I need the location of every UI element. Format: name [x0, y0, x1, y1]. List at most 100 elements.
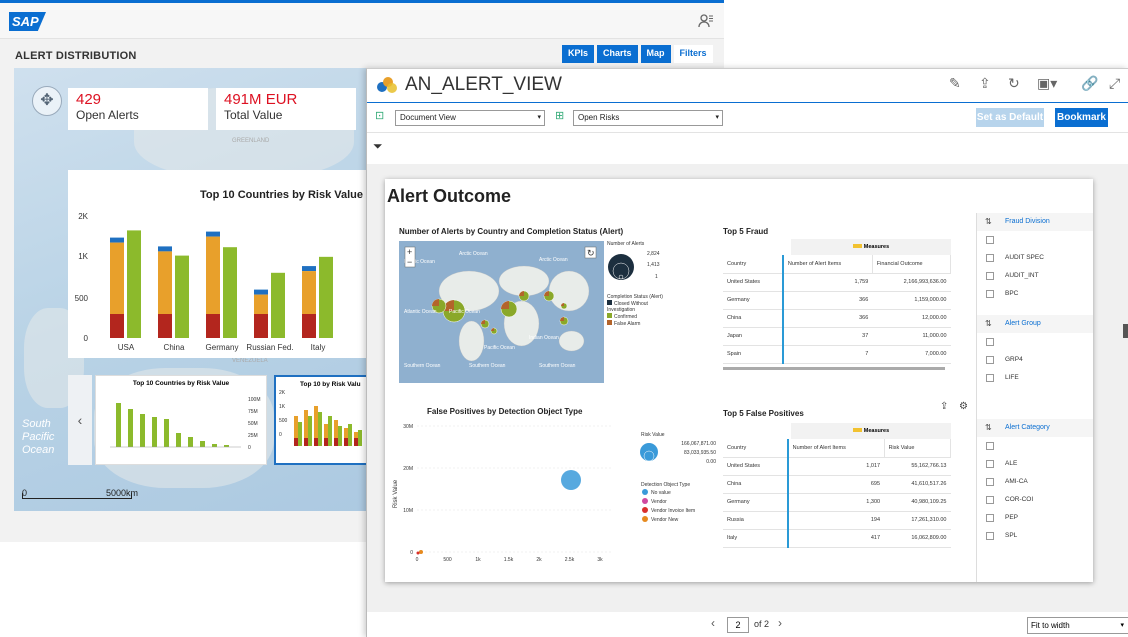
tab-charts[interactable]: Charts	[597, 45, 638, 63]
bar	[324, 438, 328, 446]
tab-filters[interactable]: Filters	[673, 45, 713, 63]
checkbox[interactable]	[986, 532, 994, 540]
sap-logo[interactable]: SAP	[9, 12, 46, 31]
filter-add-icon[interactable]: ⏷	[373, 139, 383, 153]
table-row[interactable]: China 366 12,000.00	[723, 309, 951, 328]
checkbox[interactable]	[986, 272, 994, 280]
filter-item[interactable]: ALE	[977, 455, 1093, 473]
ocean-label: Southern Ocean	[539, 363, 576, 369]
set-default-button[interactable]: Set as Default	[976, 108, 1044, 127]
table-row[interactable]: China 695 41,610,517.26	[723, 475, 951, 494]
filter-item[interactable]	[977, 333, 1093, 351]
filter-item[interactable]	[977, 437, 1093, 455]
kpi-total-value[interactable]: 491M EUR Total Value	[216, 88, 356, 130]
checkbox[interactable]	[986, 374, 994, 382]
table-row[interactable]: Russia 194 17,261,310.00	[723, 511, 951, 530]
sort-icon[interactable]: ⇅	[985, 319, 992, 328]
fullscreen-icon[interactable]: ⤢	[1109, 75, 1121, 91]
table-cell: 7	[782, 345, 873, 364]
fraud-table[interactable]: Measures Country Number of Alert Items Fin…	[723, 239, 952, 375]
mini-chart[interactable]: Top 10 Countries by Risk Value 100M 75M 50…	[95, 375, 267, 465]
checkbox[interactable]	[986, 254, 994, 262]
column-header[interactable]: Number of Alert Items	[787, 439, 885, 458]
column-header[interactable]: Country	[723, 255, 784, 274]
filter-item[interactable]: AUDIT_INT	[977, 267, 1093, 285]
link-icon[interactable]: 🔗	[1081, 75, 1099, 91]
table-row[interactable]: Spain 7 7,000.00	[723, 345, 951, 364]
filter-item[interactable]: AUDIT SPEC	[977, 249, 1093, 267]
prev-page-icon[interactable]: ‹	[711, 616, 715, 630]
checkbox[interactable]	[986, 478, 994, 486]
filter-item[interactable]: GRP4	[977, 351, 1093, 369]
page-number-input[interactable]: 2	[727, 617, 749, 633]
checkbox[interactable]	[986, 442, 994, 450]
next-page-icon[interactable]: ›	[778, 616, 782, 630]
bar-segment	[302, 314, 316, 338]
table-scrollbar[interactable]	[723, 366, 945, 370]
table-row[interactable]: United States 1,017 55,162,766.13	[723, 457, 951, 476]
ocean-label: Atlantic Ocean	[404, 309, 437, 315]
checkbox[interactable]	[986, 290, 994, 298]
table-row[interactable]: United States 1,759 2,166,993,636.00	[723, 273, 951, 292]
save-icon[interactable]: ▣▾	[1037, 75, 1058, 91]
filter-group-header[interactable]: ⇅ Fraud Division	[977, 213, 1093, 231]
filter-item[interactable]	[977, 231, 1093, 249]
filter-item[interactable]: AMI-CA	[977, 473, 1093, 491]
column-header[interactable]: Country	[723, 439, 789, 458]
column-header[interactable]: Number of Alert Items	[782, 255, 873, 274]
filter-item[interactable]: SPL	[977, 527, 1093, 545]
side-panel-toggle[interactable]	[1123, 324, 1128, 338]
user-icon[interactable]	[698, 13, 714, 29]
prev-chart-button[interactable]: ‹	[68, 375, 92, 465]
risk-select-value: Open Risks	[578, 113, 620, 122]
column-header[interactable]: Risk Value	[884, 439, 952, 458]
view-select[interactable]: Document View ▾	[395, 110, 545, 126]
map-section-title: Number of Alerts by Country and Completi…	[399, 227, 624, 236]
alerts-world-map[interactable]: Arctic Ocean Arctic Ocean Pacific Ocean Atl…	[399, 241, 604, 383]
top-countries-chart[interactable]: Top 10 Countries by Risk Value 2K 1K 500 0 US…	[68, 170, 368, 358]
table-row[interactable]: Germany 1,300 40,980,109.25	[723, 493, 951, 512]
sort-icon[interactable]: ⇅	[985, 217, 992, 226]
filter-item-label: AUDIT SPEC	[1005, 254, 1044, 261]
filter-group-label: Alert Group	[1005, 320, 1041, 327]
bar-segment	[158, 246, 172, 252]
settings-icon[interactable]: ⚙	[959, 401, 968, 412]
sort-icon[interactable]: ⇅	[985, 423, 992, 432]
checkbox[interactable]	[986, 338, 994, 346]
kpi-open-alerts[interactable]: 429 Open Alerts	[68, 88, 208, 130]
bar	[348, 424, 352, 446]
bar	[344, 428, 348, 446]
fp-table[interactable]: Measures Country Number of Alert Items Ris…	[723, 423, 952, 553]
bookmark-button[interactable]: Bookmark	[1055, 108, 1108, 127]
mini-chart-selected[interactable]: Top 10 by Risk Valu 2K 1K 500 0	[274, 375, 368, 465]
checkbox[interactable]	[986, 460, 994, 468]
checkbox[interactable]	[986, 514, 994, 522]
checkbox[interactable]	[986, 356, 994, 364]
filter-group-header[interactable]: ⇅ Alert Category	[977, 419, 1093, 437]
map-pan-control[interactable]: ✥	[32, 86, 62, 116]
filter-item[interactable]: BPC	[977, 285, 1093, 303]
filter-item[interactable]: COR-COI	[977, 491, 1093, 509]
table-row[interactable]: Japan 37 11,000.00	[723, 327, 951, 346]
table-cell: 1,759	[782, 273, 873, 292]
column-header[interactable]: Financial Outcome	[872, 255, 952, 274]
bar	[344, 438, 348, 446]
refresh-icon[interactable]: ↻	[1008, 75, 1020, 91]
table-row[interactable]: Germany 366 1,159,000.00	[723, 291, 951, 310]
filter-group-header[interactable]: ⇅ Alert Group	[977, 315, 1093, 333]
tab-kpis[interactable]: KPIs	[562, 45, 595, 63]
edit-icon[interactable]: ✎	[949, 75, 961, 91]
zoom-select[interactable]: Fit to width ▾	[1027, 617, 1128, 634]
checkbox[interactable]	[986, 496, 994, 504]
checkbox[interactable]	[986, 236, 994, 244]
scale-bar	[22, 493, 132, 499]
filter-item[interactable]: PEP	[977, 509, 1093, 527]
tab-map[interactable]: Map	[640, 45, 671, 63]
table-row[interactable]: Italy 417 16,062,809.00	[723, 529, 951, 548]
share-icon[interactable]: ⇪	[979, 75, 991, 91]
risk-select[interactable]: Open Risks ▾	[573, 110, 723, 126]
export-icon[interactable]: ⇪	[940, 401, 949, 412]
filter-item[interactable]: LIFE	[977, 369, 1093, 387]
